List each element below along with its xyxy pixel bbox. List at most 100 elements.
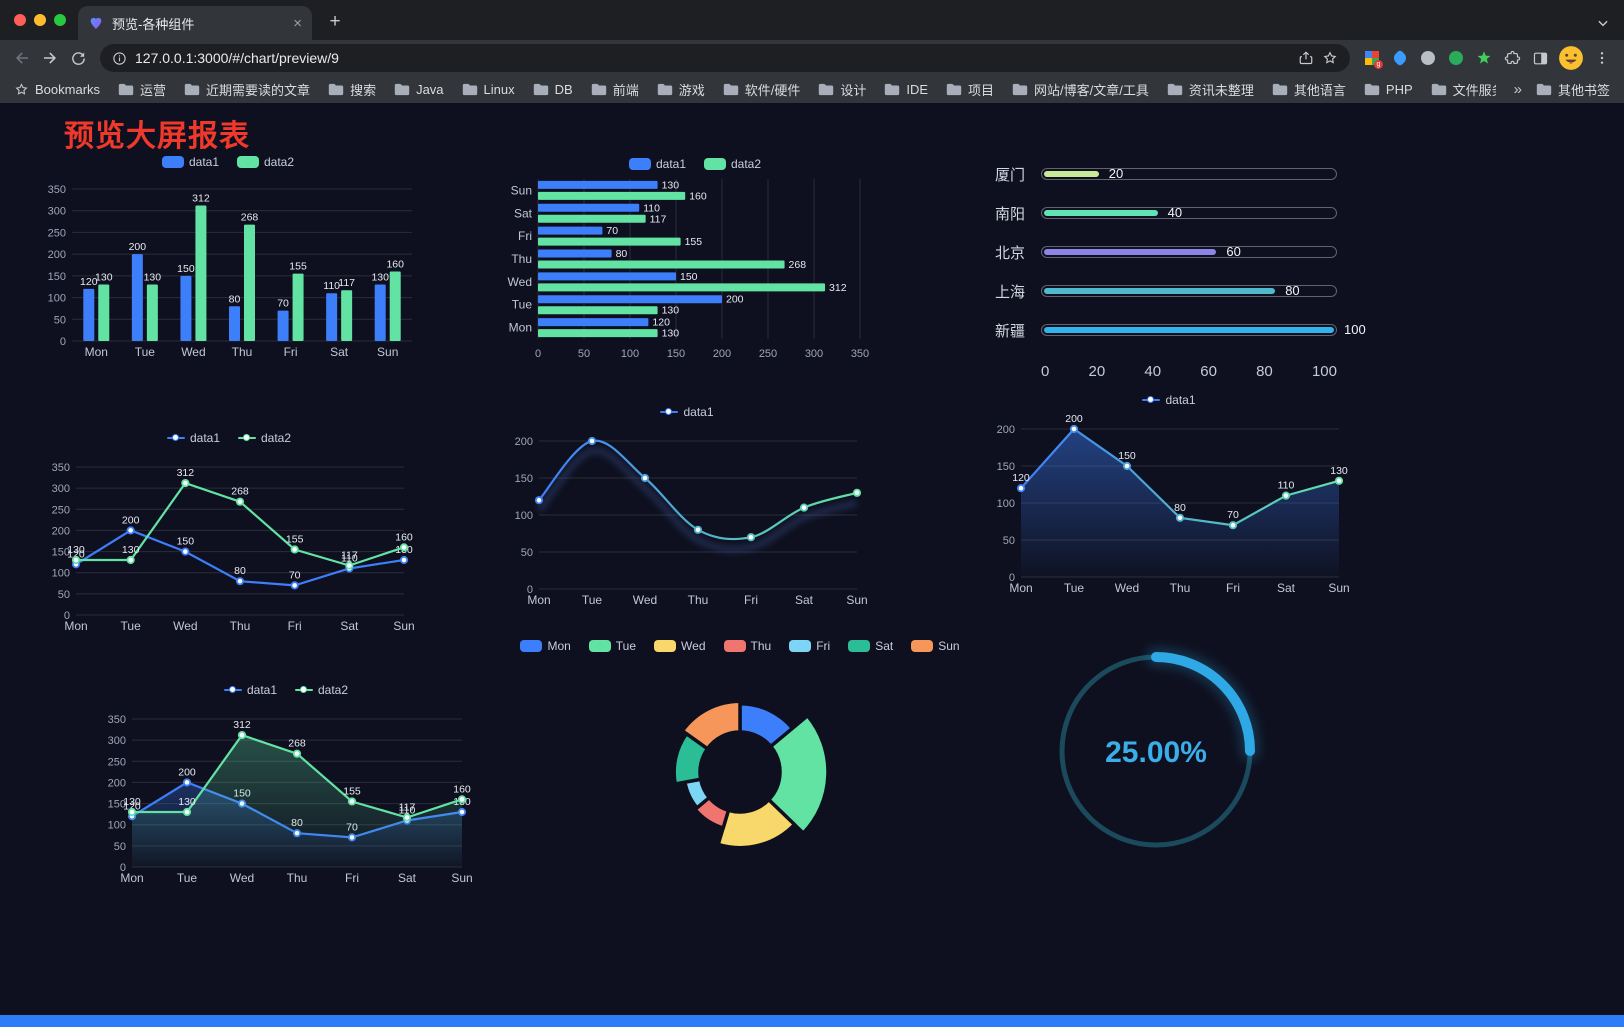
legend-item-data1[interactable]: data1 [660, 405, 714, 419]
svg-text:268: 268 [231, 486, 249, 498]
legend-item-data1[interactable]: data1 [628, 157, 686, 171]
svg-text:200: 200 [726, 294, 744, 306]
bookmark-folder[interactable]: 网站/博客/文章/工具 [1012, 80, 1149, 99]
extensions-puzzle-icon[interactable] [1500, 46, 1524, 70]
site-info-icon[interactable] [112, 51, 127, 66]
extension-gray-icon[interactable] [1416, 46, 1440, 70]
bookmark-folder[interactable]: 项目 [946, 80, 994, 99]
bookmark-folder[interactable]: PHP [1364, 82, 1413, 97]
svg-text:Fri: Fri [744, 593, 758, 607]
folder-icon [1272, 83, 1288, 96]
extension-pin-icon[interactable] [1388, 46, 1412, 70]
bookmark-folder[interactable]: 设计 [818, 80, 866, 99]
tab-search-chevron-icon[interactable] [1596, 16, 1610, 30]
legend-item-tue[interactable]: Tue [588, 639, 636, 653]
svg-text:Sat: Sat [1277, 581, 1296, 595]
reload-button[interactable] [64, 44, 92, 72]
forward-button[interactable] [36, 44, 64, 72]
svg-text:70: 70 [1227, 509, 1239, 521]
city-label: 新疆 [995, 322, 1026, 340]
pie-segment-tue[interactable] [767, 713, 830, 835]
svg-text:300: 300 [805, 348, 823, 360]
svg-text:0: 0 [120, 862, 126, 874]
side-panel-icon[interactable] [1528, 46, 1552, 70]
folder-icon [1364, 83, 1380, 96]
bookmark-folder[interactable]: IDE [884, 82, 928, 97]
svg-text:100: 100 [108, 820, 126, 832]
bookmarks-manager-item[interactable]: Bookmarks [14, 82, 100, 97]
profile-avatar[interactable] [1558, 45, 1584, 71]
legend-item-data1[interactable]: data1 [166, 431, 220, 445]
svg-text:200: 200 [713, 348, 731, 360]
tab-close-icon[interactable]: × [293, 14, 302, 32]
browser-menu-icon[interactable] [1588, 44, 1616, 72]
legend-item-data2[interactable]: data2 [238, 431, 291, 445]
new-tab-button[interactable]: + [329, 11, 341, 32]
svg-text:200: 200 [997, 424, 1015, 436]
bookmark-folder[interactable]: DB [533, 82, 573, 97]
bookmark-folder[interactable]: 运营 [118, 80, 166, 99]
pie-segment-sun[interactable] [680, 699, 742, 751]
legend-item-data1[interactable]: data1 [1142, 393, 1196, 407]
window-zoom-button[interactable] [54, 14, 66, 26]
city-label: 厦门 [995, 166, 1026, 184]
bookmark-folder[interactable]: 近期需要读的文章 [184, 80, 310, 99]
address-bar[interactable]: 127.0.0.1:3000/#/chart/preview/9 [100, 44, 1350, 72]
svg-text:50: 50 [58, 589, 70, 601]
other-bookmarks-folder[interactable]: 其他书签 [1536, 80, 1610, 99]
svg-text:50: 50 [114, 841, 126, 853]
svg-text:Fri: Fri [284, 345, 298, 359]
grouped-bar-chart: data1 data2 0 50 100 150 200 250 300 350 Mon Tue We… [36, 151, 420, 366]
chart-legend: Mon Tue Wed Thu Fri Sat Sun [520, 635, 960, 657]
back-button[interactable] [8, 44, 36, 72]
preview-dashboard: 预览大屏报表 data1 data2 0 50 100 150 200 250 300 350 M… [0, 103, 1624, 1027]
browser-tab[interactable]: 预览-各种组件 × [78, 6, 312, 40]
url-text[interactable]: 127.0.0.1:3000/#/chart/preview/9 [135, 50, 339, 66]
bookmark-folder[interactable]: 资讯未整理 [1167, 80, 1254, 99]
folder-icon [657, 83, 672, 96]
legend-item-thu[interactable]: Thu [723, 639, 771, 653]
bookmark-folder[interactable]: Java [394, 82, 444, 97]
pie-segment-wed[interactable] [716, 798, 797, 850]
legend-item-sun[interactable]: Sun [911, 639, 960, 653]
legend-item-data1[interactable]: data1 [161, 155, 219, 169]
legend-item-data1[interactable]: data1 [223, 683, 277, 697]
legend-item-wed[interactable]: Wed [654, 639, 706, 653]
svg-text:110: 110 [399, 804, 416, 816]
legend-item-data2[interactable]: data2 [704, 157, 761, 171]
bookmark-folder[interactable]: 搜索 [328, 80, 376, 99]
svg-text:Sun: Sun [451, 871, 472, 885]
svg-text:Wed: Wed [181, 345, 205, 359]
extension-colorful-icon[interactable]: g [1360, 46, 1384, 70]
swatch-icon [588, 640, 611, 652]
legend-item-sat[interactable]: Sat [848, 639, 893, 653]
bookmark-folder[interactable]: 游戏 [657, 80, 705, 99]
bookmark-folder[interactable]: Linux [462, 82, 515, 97]
svg-text:200: 200 [1065, 413, 1083, 425]
folder-icon [533, 83, 548, 96]
bookmark-folder[interactable]: 软件/硬件 [723, 80, 800, 99]
bookmark-folder[interactable]: 其他语言 [1272, 80, 1346, 99]
bookmarks-overflow-chevron[interactable]: » [1513, 81, 1522, 98]
bookmark-folder-list: 运营 近期需要读的文章 搜索 Java Linux DB 前端 游戏 软件/硬件 设计 IDE 项目 网… [118, 80, 1496, 99]
swatch-icon [237, 156, 259, 168]
share-icon[interactable] [1298, 50, 1314, 66]
window-minimize-button[interactable] [34, 14, 46, 26]
line-marker-icon [295, 686, 313, 693]
legend-item-data2[interactable]: data2 [295, 683, 348, 697]
bookmark-star-icon[interactable] [1322, 50, 1338, 66]
bookmark-folder[interactable]: 前端 [591, 80, 639, 99]
bookmark-label: 前端 [612, 83, 639, 98]
window-close-button[interactable] [14, 14, 26, 26]
extension-star-icon[interactable] [1472, 46, 1496, 70]
legend-item-mon[interactable]: Mon [520, 639, 571, 653]
legend-item-fri[interactable]: Fri [789, 639, 830, 653]
legend-item-data2[interactable]: data2 [237, 155, 294, 169]
svg-text:Thu: Thu [230, 619, 251, 633]
chart-legend: data1 data2 [40, 427, 418, 449]
bookmark-folder[interactable]: 文件服务器 [1431, 80, 1496, 99]
svg-text:Thu: Thu [232, 345, 253, 359]
legend-label: data2 [731, 157, 762, 171]
svg-text:250: 250 [108, 756, 126, 768]
extension-green-icon[interactable] [1444, 46, 1468, 70]
